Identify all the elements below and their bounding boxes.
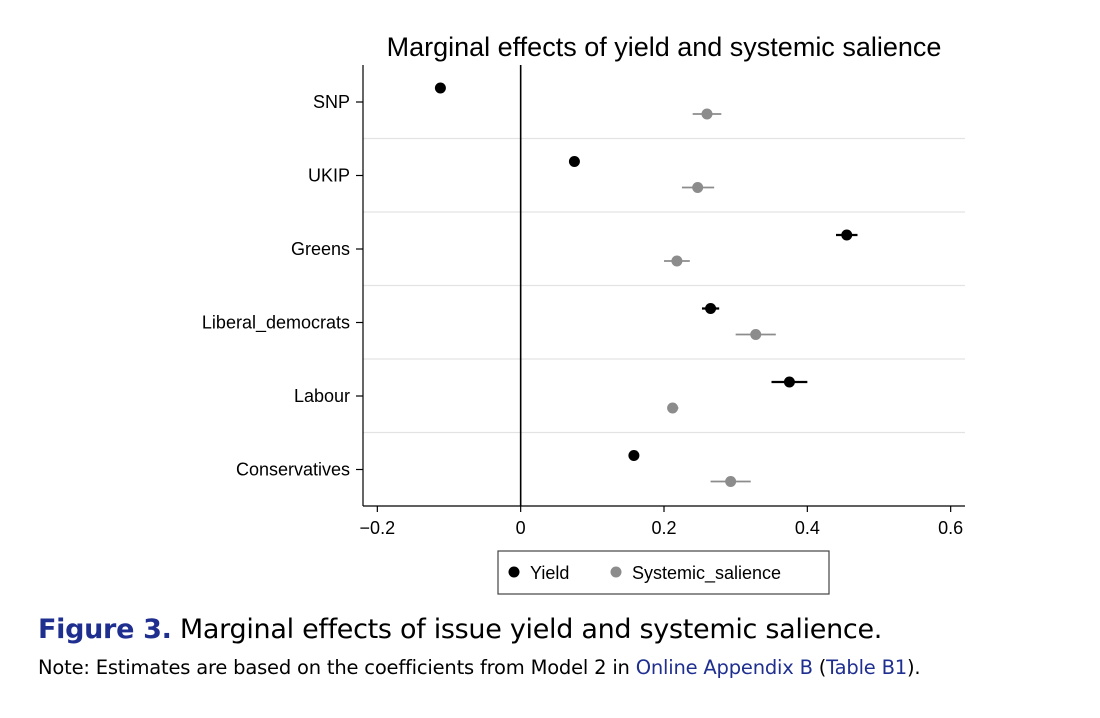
yield-point-labour [783,376,795,388]
y-tick-label: Liberal_democrats [202,313,350,334]
legend-box [497,550,830,595]
systemic-salience-point-liberal_democrats [750,329,762,340]
yield-point-ukip [568,156,580,167]
x-tick-label: 0.6 [938,518,963,538]
legend-label-yield: Yield [530,563,569,583]
x-tick-label: 0.4 [795,518,820,538]
figure-caption-text: Marginal effects of issue yield and syst… [179,614,883,645]
systemic-salience-point-snp [701,108,713,120]
yield-point-greens [841,229,853,241]
y-tick-label: Conservatives [236,460,350,480]
y-tick-label: UKIP [308,166,350,186]
systemic-salience-point-labour [667,402,679,414]
figure-note: Note: Estimates are based on the coeffic… [38,656,921,679]
yield-point-snp [434,82,446,94]
note-prefix: Note: Estimates are based on the coeffic… [38,656,636,679]
legend-marker-systemic-salience [610,566,622,578]
legend-label-systemic-salience: Systemic_salience [632,563,781,584]
x-tick-label: −0.2 [360,518,396,538]
legend-marker-yield [508,566,520,578]
yield-point-conservatives [628,450,640,461]
yield-point-liberal_democrats [705,303,717,314]
figure-label: Figure 3. [38,614,172,645]
table-b1-link[interactable]: Table B1 [826,656,907,679]
online-appendix-link[interactable]: Online Appendix B [635,656,813,679]
y-tick-label: Labour [294,386,350,406]
grid-separators [363,137,965,434]
note-suffix: ). [906,656,921,679]
x-tick-label: 0.2 [651,518,676,538]
systemic-salience-point-greens [671,255,683,267]
systemic-salience-point-conservatives [725,476,737,487]
y-tick-label: SNP [313,92,350,112]
axes: −0.2 0 0.2 0.4 0.6 SNP UKIP Greens Liberal_democ… [202,65,965,538]
legend: Yield Systemic_salience [497,550,830,595]
note-middle: ( [812,656,827,679]
x-tick-label: 0 [516,518,526,538]
figure-caption: Figure 3. Marginal effects of issue yiel… [38,614,882,645]
data-marks [434,82,858,487]
marginal-effects-chart: Marginal effects of yield and systemic s… [202,32,965,595]
y-tick-label: Greens [291,239,350,259]
systemic-salience-point-ukip [692,182,704,193]
chart-title: Marginal effects of yield and systemic s… [387,32,942,62]
